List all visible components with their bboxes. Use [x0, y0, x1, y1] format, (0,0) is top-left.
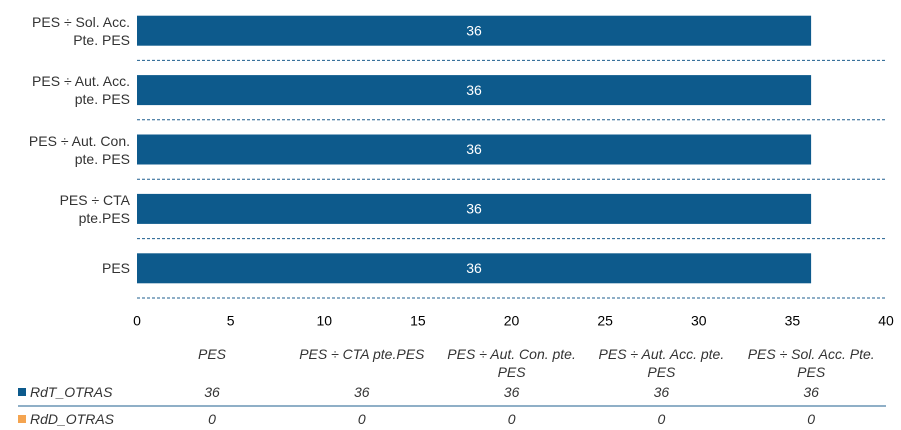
- y-tick-label: PES ÷ Aut. Con. pte. PES: [28, 132, 130, 167]
- bar: [137, 134, 812, 165]
- table-cell: 0: [357, 411, 366, 427]
- x-tick-label: 20: [504, 313, 520, 329]
- bar: [137, 193, 812, 224]
- x-tick-label: 35: [785, 313, 801, 329]
- legend-label: RdT_OTRAS: [30, 384, 113, 400]
- y-tick-label: PES ÷ Sol. Acc. Pte. PES: [32, 13, 130, 48]
- legend-swatch: [18, 388, 26, 396]
- table-header: PES ÷ Sol. Acc. Pte. PES: [747, 346, 875, 380]
- y-tick-label: PES ÷ CTA pte.PES: [59, 191, 130, 226]
- x-tick-label: 5: [227, 313, 235, 329]
- x-tick-label: 30: [691, 313, 707, 329]
- data-label: 36: [466, 22, 482, 38]
- table-header: PES ÷ Aut. Con. pte. PES: [447, 346, 576, 380]
- x-tick-label: 40: [878, 313, 894, 329]
- data-label: 36: [466, 201, 482, 217]
- table-cell: 36: [503, 384, 520, 400]
- y-tick-label: PES: [101, 260, 130, 277]
- data-label: 36: [466, 141, 482, 157]
- data-label: 36: [466, 82, 482, 98]
- data-label: 36: [466, 260, 482, 276]
- legend-label: RdD_OTRAS: [30, 411, 115, 427]
- bar: [137, 253, 812, 284]
- table-cell: 0: [807, 411, 816, 427]
- table-cell: 36: [653, 384, 670, 400]
- table-header: PES ÷ Aut. Acc. pte. PES: [598, 346, 725, 380]
- legend-swatch: [18, 415, 26, 423]
- table-header: PES ÷ CTA pte.PES: [299, 346, 425, 362]
- bar: [137, 15, 812, 46]
- x-tick-label: 15: [410, 313, 426, 329]
- y-tick-label: PES ÷ Aut. Acc. pte. PES: [32, 73, 130, 108]
- table-cell: 0: [657, 411, 666, 427]
- x-tick-label: 0: [133, 313, 141, 329]
- table-cell: 36: [204, 384, 220, 400]
- table-header: PES: [197, 346, 226, 362]
- table-cell: 0: [208, 411, 216, 427]
- table-cell: 36: [354, 384, 370, 400]
- table-cell: 36: [803, 384, 819, 400]
- x-tick-label: 10: [316, 313, 332, 329]
- table-cell: 0: [507, 411, 516, 427]
- x-tick-label: 25: [597, 313, 613, 329]
- bar: [137, 75, 812, 106]
